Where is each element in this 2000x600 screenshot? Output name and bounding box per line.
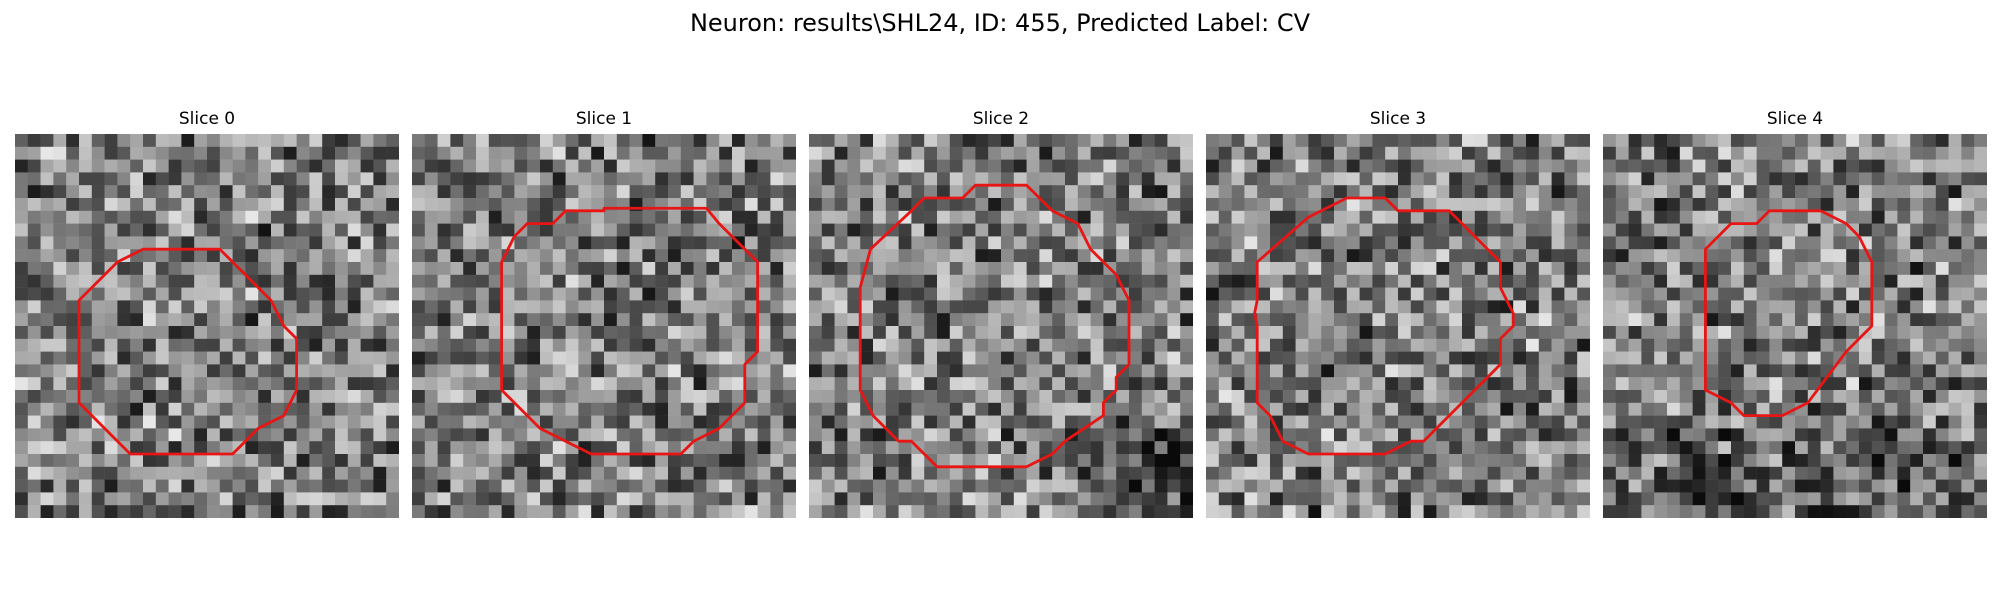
noise-pixels (15, 134, 399, 518)
slice-image-3 (1206, 134, 1590, 518)
noise-pixels (412, 134, 796, 518)
slice-panel-0: Slice 0 (15, 108, 399, 518)
roi-contour (1703, 209, 1874, 418)
slice-title: Slice 2 (972, 109, 1030, 129)
slice-image-0 (15, 134, 399, 518)
slice-image-4 (1603, 134, 1987, 518)
roi-contour (500, 206, 760, 456)
noise-pixels (1603, 134, 1987, 518)
slice-title: Slice 3 (1369, 109, 1427, 129)
slice-panel-3: Slice 3 (1206, 108, 1590, 518)
slice-image-1 (412, 134, 796, 518)
noise-pixels (1206, 134, 1590, 518)
noise-pixels (809, 134, 1193, 518)
slice-panel-1: Slice 1 (412, 108, 796, 518)
slice-title: Slice 1 (575, 109, 633, 129)
slice-panel-2: Slice 2 (809, 108, 1193, 518)
slice-image-2 (809, 134, 1193, 518)
figure-title: Neuron: results\SHL24, ID: 455, Predicte… (689, 9, 1311, 37)
roi-contour (77, 247, 299, 456)
slice-title: Slice 0 (178, 109, 236, 129)
slice-title: Slice 4 (1766, 109, 1824, 129)
roi-contour (858, 183, 1131, 469)
slice-panel-4: Slice 4 (1603, 108, 1987, 518)
roi-contour (1253, 196, 1515, 456)
